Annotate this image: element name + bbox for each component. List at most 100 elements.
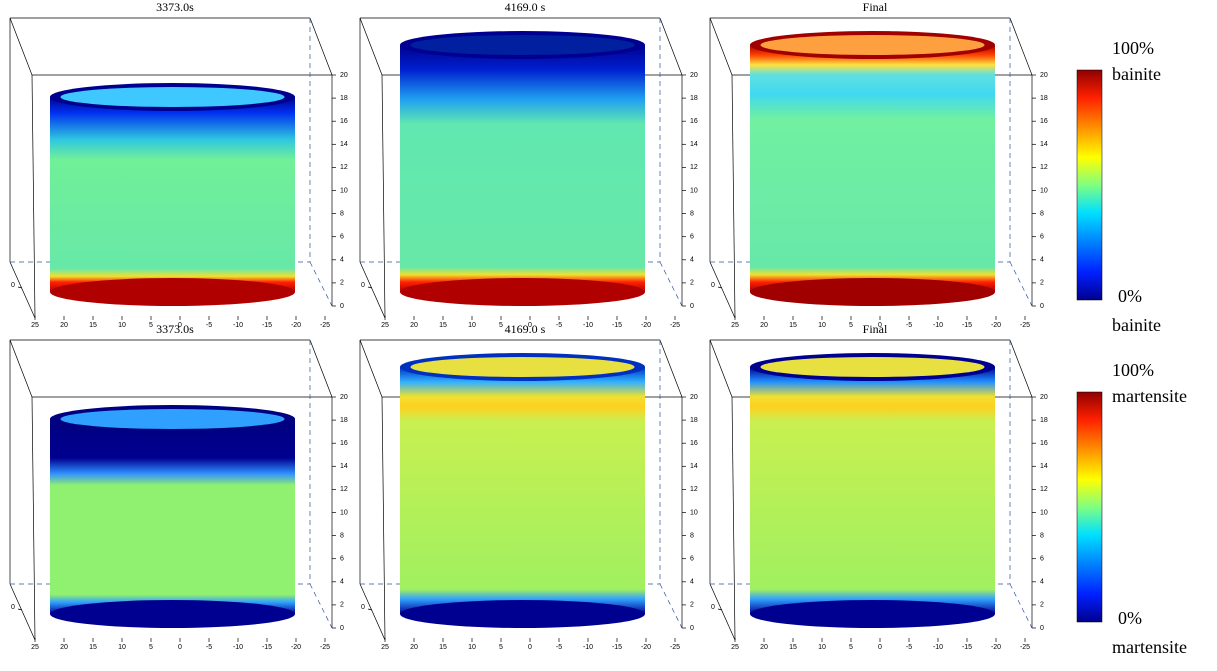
z-tick-label t: 2 <box>690 280 694 287</box>
z-tick-label t: 20 <box>690 72 698 79</box>
y-tick-label: 0 <box>11 604 15 611</box>
z-tick-label t: 20 <box>340 72 348 79</box>
cylinder-side <box>750 367 995 614</box>
cylinder-hole <box>410 357 635 377</box>
z-tick-label t: 0 <box>690 303 694 310</box>
colorbar-label: 100% <box>1112 38 1154 58</box>
x-tick-label: 25 <box>31 322 39 329</box>
x-tick-label: -20 <box>641 644 651 651</box>
x-tick-label: -15 <box>262 322 272 329</box>
x-tick-label: 15 <box>789 644 797 651</box>
y-tick <box>717 286 723 289</box>
box-edge <box>709 261 736 319</box>
colorbar-label: 100% <box>1112 360 1154 380</box>
z-tick-label t: 10 <box>340 187 348 194</box>
x-tick-label: 0 <box>878 644 882 651</box>
z-tick-label t: 0 <box>340 625 344 632</box>
y-tick <box>367 286 373 289</box>
box-edge <box>709 339 733 398</box>
z-tick-label t: 16 <box>690 118 698 125</box>
colorbar-label: bainite <box>1112 64 1161 84</box>
z-tick-label t: 0 <box>1040 303 1044 310</box>
box-edge <box>381 74 386 319</box>
panel-title: 4169.0 s <box>505 322 546 336</box>
cylinder-bottom <box>50 278 295 306</box>
z-tick-label t: 14 <box>1040 141 1048 148</box>
z-tick-label t: 4 <box>690 579 694 586</box>
z-tick-label t: 4 <box>690 257 694 264</box>
y-tick <box>17 286 23 289</box>
z-tick-label t: 16 <box>690 440 698 447</box>
y-tick-label: 0 <box>711 282 715 289</box>
x-tick-label: 10 <box>818 322 826 329</box>
box-edge <box>9 339 33 398</box>
x-tick-label: -15 <box>962 644 972 651</box>
box-edge <box>659 339 683 398</box>
z-tick-label t: 16 <box>340 440 348 447</box>
x-tick-label: 10 <box>468 322 476 329</box>
z-tick-label t: 4 <box>1040 257 1044 264</box>
y-tick-label: 0 <box>361 604 365 611</box>
colorbar-label: 0% <box>1118 608 1142 628</box>
z-tick-label t: 20 <box>690 394 698 401</box>
box-edge <box>9 17 33 76</box>
z-tick-label t: 12 <box>340 164 348 171</box>
cylinder-bottom <box>400 278 645 306</box>
z-tick-label t: 10 <box>690 509 698 516</box>
panel-title: Final <box>863 322 888 336</box>
colorbar <box>1076 391 1103 623</box>
y-tick <box>17 608 23 611</box>
x-tick-label: 0 <box>178 644 182 651</box>
x-tick-label: -10 <box>233 644 243 651</box>
z-tick-label t: 2 <box>340 602 344 609</box>
z-tick-label t: 18 <box>1040 417 1048 424</box>
box-edge <box>31 74 36 319</box>
z-tick-label t: 12 <box>1040 486 1048 493</box>
x-tick-label: 20 <box>410 322 418 329</box>
y-tick <box>717 608 723 611</box>
x-tick-label: -5 <box>556 644 562 651</box>
x-tick-label: 25 <box>731 322 739 329</box>
cylinder-side <box>50 97 295 292</box>
cylinder-hole <box>760 357 985 377</box>
y-tick-label: 0 <box>11 282 15 289</box>
x-tick-label: 10 <box>118 644 126 651</box>
box-dash <box>659 261 683 307</box>
z-tick-label t: 16 <box>1040 440 1048 447</box>
x-tick-label: 10 <box>468 644 476 651</box>
x-tick-label: 15 <box>89 322 97 329</box>
z-tick-label t: 18 <box>690 417 698 424</box>
x-tick-label: -5 <box>906 644 912 651</box>
x-tick-label: -5 <box>206 644 212 651</box>
x-tick-label: 5 <box>149 322 153 329</box>
cylinder-bottom <box>750 600 995 628</box>
z-tick-label t: 8 <box>1040 532 1044 539</box>
x-tick-label: -10 <box>933 322 943 329</box>
box-dash <box>309 261 333 307</box>
panel-title: 3373.0s <box>156 0 194 14</box>
z-tick-label t: 6 <box>1040 234 1044 241</box>
x-tick-label: -25 <box>1020 644 1030 651</box>
x-tick-label: -5 <box>556 322 562 329</box>
box-edge <box>731 74 736 319</box>
z-tick-label t: 8 <box>690 532 694 539</box>
z-tick-label t: 14 <box>1040 463 1048 470</box>
x-tick-label: 5 <box>149 644 153 651</box>
cylinder-hole <box>60 87 285 107</box>
z-tick-label t: 12 <box>690 486 698 493</box>
cylinder-hole <box>410 35 635 55</box>
y-tick-label: 0 <box>711 604 715 611</box>
x-tick-label: 5 <box>849 644 853 651</box>
z-tick-label t: 2 <box>1040 602 1044 609</box>
z-tick-label t: 10 <box>690 187 698 194</box>
x-tick-label: 20 <box>760 644 768 651</box>
z-tick-label t: 10 <box>1040 509 1048 516</box>
cylinder-side <box>750 45 995 292</box>
x-tick-label: -20 <box>991 322 1001 329</box>
x-tick-label: -25 <box>320 322 330 329</box>
y-tick <box>367 608 373 611</box>
